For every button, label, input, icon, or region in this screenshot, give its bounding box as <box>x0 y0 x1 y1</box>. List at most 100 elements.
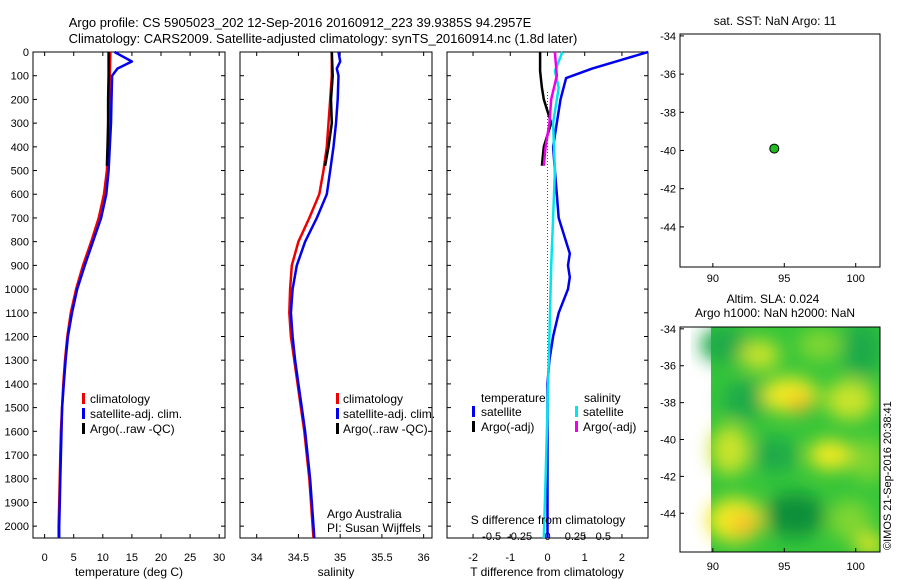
sla-patch <box>828 500 872 540</box>
sla-patch <box>765 493 825 537</box>
depth-tick-label: 1300 <box>5 355 29 367</box>
map-y-tick-label: -44 <box>660 222 676 234</box>
depth-tick-label: 1400 <box>5 379 29 391</box>
figure-title-line1: Argo profile: CS 5905023_202 12-Sep-2016… <box>69 15 532 30</box>
sla-patch <box>700 327 750 363</box>
map-x-tick-label: 95 <box>778 273 790 285</box>
depth-tick-label: 400 <box>11 142 29 154</box>
sla-patch <box>856 535 880 552</box>
series-line-temperature-argo <box>538 52 553 166</box>
series-line-temperature-satellite <box>546 50 649 538</box>
x-tick-label: -2 <box>468 552 478 564</box>
x-tick-label: 5 <box>71 552 77 564</box>
sal-diff-tick-label: -0.25 <box>507 531 532 543</box>
x-tick-label: 30 <box>213 552 225 564</box>
temperature-chart: 0 5 10 15 20 25 30 <box>33 50 225 564</box>
x-tick-label: 1 <box>582 552 588 564</box>
sla-x-tick-label: 100 <box>847 561 865 573</box>
x-tick-label: -1 <box>505 552 515 564</box>
sla-patch <box>808 440 852 470</box>
difference-legend: temperature salinity satellite Argo(-adj… <box>472 391 636 434</box>
depth-tick-label: 500 <box>11 166 29 178</box>
sla-patch <box>710 425 750 475</box>
sal-diff-tick-label: -0.5 <box>482 531 501 543</box>
map-x-tick-label: 90 <box>707 273 719 285</box>
sla-x-tick-label: 90 <box>707 561 719 573</box>
map-y-tick-label: -36 <box>660 69 676 81</box>
sla-heatmap <box>700 327 880 552</box>
legend-label-sal-argo: Argo(-adj) <box>583 420 636 434</box>
sla-patch <box>788 395 812 413</box>
legend-swatch-satellite <box>82 408 85 419</box>
salinity-xlabel: salinity <box>318 565 355 579</box>
figure-title-line2: Climatology: CARS2009. Satellite-adjuste… <box>69 31 578 46</box>
sla-patch <box>842 327 880 378</box>
temperature-xlabel: temperature (deg C) <box>75 565 183 579</box>
sla-y-tick-label: -42 <box>660 471 676 483</box>
sla-y-tick-label: -44 <box>660 508 676 520</box>
sla-patch <box>825 380 875 420</box>
argo-float-marker <box>769 143 780 154</box>
depth-tick-label: 600 <box>11 189 29 201</box>
sla-patch <box>740 340 780 370</box>
legend-swatch-satellite <box>336 408 339 419</box>
legend-label-argo: Argo(..raw -QC) <box>343 422 428 436</box>
x-tick-label: 15 <box>126 552 138 564</box>
credit-line2: PI: Susan Wijffels <box>327 521 421 535</box>
x-tick-label: 36 <box>418 552 430 564</box>
x-tick-label: 2 <box>619 552 625 564</box>
sla-map-title: Altim. SLA: 0.024 <box>727 292 820 306</box>
legend-swatch-temp-argo <box>472 421 475 432</box>
series-line-satellite <box>289 51 342 539</box>
legend-label-argo: Argo(..raw -QC) <box>90 422 175 436</box>
difference-xlabel: T difference from climatology <box>470 565 624 579</box>
series-line-satellite <box>57 50 134 538</box>
sla-map-subtitle: Argo h1000: NaN h2000: NaN <box>695 306 855 320</box>
depth-tick-label: 1900 <box>5 497 29 509</box>
depth-tick-label: 900 <box>11 260 29 272</box>
depth-axis: 0 100 200 300 400 500 600 700 800 900 1000 1100 1200… <box>5 47 29 533</box>
series-line-climatology <box>288 52 334 539</box>
legend-label-sal-satellite: satellite <box>583 405 624 419</box>
map-x-tick-label: 100 <box>847 273 865 285</box>
series-line-climatology <box>57 51 112 538</box>
depth-tick-label: 1200 <box>5 331 29 343</box>
depth-tick-label: 1700 <box>5 450 29 462</box>
map-y-tick-label: -34 <box>660 31 676 43</box>
depth-tick-label: 800 <box>11 237 29 249</box>
depth-tick-label: 1100 <box>5 308 29 320</box>
legend-header-salinity: salinity <box>584 391 621 405</box>
sla-y-tick-label: -38 <box>660 398 676 410</box>
salinity-chart: 34 34.5 35 35.5 36 <box>240 51 432 564</box>
depth-tick-label: 1000 <box>5 284 29 296</box>
sla-map-axes: 90 95 100 -34 -36 -38 -40 -42 -44 <box>660 324 865 573</box>
sal-diff-tick-label: 0.25 <box>565 531 586 543</box>
legend-swatch-argo <box>336 423 339 434</box>
x-tick-label: 0 <box>544 552 550 564</box>
x-tick-label: 34 <box>251 552 263 564</box>
map-y-tick-label: -38 <box>660 107 676 119</box>
difference-chart: -2 -1 0 1 2-0.5 -0.25 0.25 0.50 <box>447 50 649 564</box>
sla-patch <box>723 380 767 420</box>
difference-xlabel-top: S difference from climatology <box>471 513 626 527</box>
salinity-legend: climatology satellite-adj. clim. Argo(..… <box>336 392 435 436</box>
x-tick-label: 34.5 <box>288 552 309 564</box>
copyright-stamp: ©IMOS 21-Sep-2016 20:38:41 <box>882 401 894 550</box>
legend-label-temp-satellite: satellite <box>481 405 522 419</box>
series-line-argo <box>323 51 334 167</box>
depth-tick-label: 1500 <box>5 403 29 415</box>
series-line-argo <box>105 52 110 166</box>
sla-patch <box>731 515 759 535</box>
x-tick-label: 10 <box>97 552 109 564</box>
legend-label-satellite: satellite-adj. clim. <box>343 407 435 421</box>
depth-tick-label: 1800 <box>5 474 29 486</box>
legend-swatch-sal-argo <box>575 421 578 432</box>
depth-tick-label: 700 <box>11 213 29 225</box>
legend-label-satellite: satellite-adj. clim. <box>90 407 182 421</box>
depth-tick-label: 1600 <box>5 426 29 438</box>
legend-swatch-temp-satellite <box>472 406 475 417</box>
sla-patch <box>798 329 842 361</box>
sla-y-tick-label: -40 <box>660 435 676 447</box>
x-tick-label: 35 <box>334 552 346 564</box>
